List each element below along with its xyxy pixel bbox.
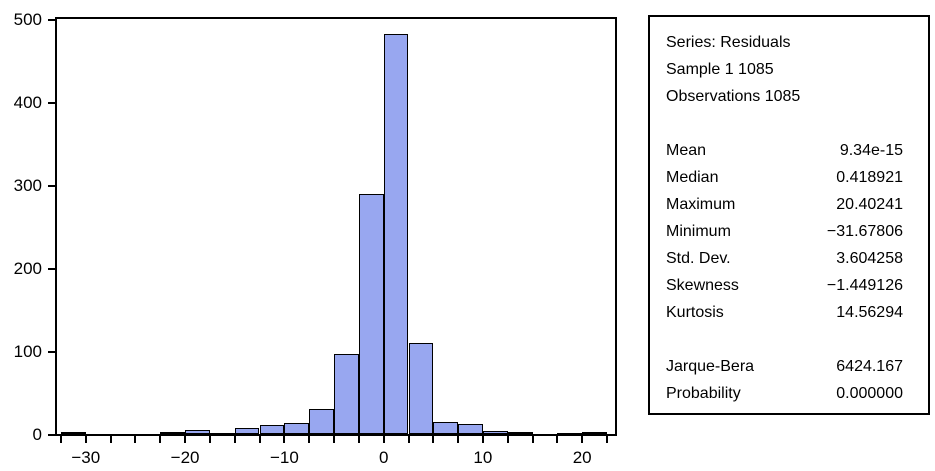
stats-row: Skewness −1.449126	[666, 272, 903, 299]
histogram-bar	[334, 353, 359, 434]
stats-row-value: 3.604258	[836, 250, 903, 267]
stats-row-value: 14.56294	[836, 304, 903, 321]
stats-row: Minimum −31.67806	[666, 218, 903, 245]
stats-row: Std. Dev. 3.604258	[666, 245, 903, 272]
y-axis-tick	[48, 19, 55, 21]
x-axis-tick	[432, 436, 435, 443]
histogram-bar	[433, 421, 459, 434]
stats-header-line: Sample 1 1085	[666, 61, 774, 78]
histogram-bar	[408, 342, 434, 434]
stats-row-label: Probability	[666, 385, 741, 402]
x-axis-tick	[333, 436, 335, 443]
x-axis-tick	[382, 436, 385, 443]
histogram-bar	[234, 428, 260, 434]
x-axis-tick	[84, 436, 87, 443]
stats-row-label: Maximum	[666, 196, 736, 213]
stats-row-label: Median	[666, 169, 719, 186]
x-axis-tick-label: −20	[170, 448, 200, 467]
x-axis-tick	[457, 436, 460, 443]
x-axis-tick	[184, 436, 187, 443]
stats-row-value: 6424.167	[836, 358, 903, 375]
y-axis-tick-label: 100	[13, 342, 42, 361]
stats-row-label: Skewness	[666, 277, 739, 294]
x-axis-tick-label: 0	[378, 448, 389, 467]
x-axis-tick-label: −30	[71, 448, 101, 467]
stats-row-label: Kurtosis	[666, 304, 724, 321]
y-axis-tick	[48, 268, 55, 270]
x-axis-tick	[308, 436, 311, 443]
x-axis-tick	[109, 436, 112, 443]
x-axis-tick-label: 10	[473, 448, 493, 467]
histogram-bar	[358, 194, 384, 434]
stats-row-label: Mean	[666, 142, 707, 159]
x-axis-tick	[606, 436, 609, 443]
stats-row: Maximum 20.40241	[666, 191, 903, 218]
histogram-bar	[383, 33, 409, 434]
y-axis-tick	[48, 102, 55, 104]
y-axis-tick	[48, 434, 55, 436]
x-axis-tick	[159, 436, 162, 443]
stats-rows-main: Mean 9.34e-15 Median 0.418921 Maximum 20.4024…	[666, 137, 903, 326]
y-axis-tick-label: 300	[13, 176, 42, 195]
x-axis-tick	[134, 436, 137, 443]
stats-row-value: 0.418921	[836, 169, 903, 186]
x-axis-tick-label: 20	[572, 448, 592, 467]
stats-row: Jarque-Bera 6424.167	[666, 353, 903, 380]
histogram-bar	[507, 432, 533, 435]
x-axis-tick	[481, 436, 484, 443]
x-axis-tick	[60, 436, 62, 443]
plot-frame	[55, 17, 617, 436]
x-axis-tick	[357, 436, 360, 443]
histogram-bar	[61, 432, 86, 435]
histogram-bar	[482, 430, 508, 434]
y-axis-tick-label: 0	[32, 425, 42, 444]
stats-header-line: Observations 1085	[666, 88, 801, 105]
stats-row: Median 0.418921	[666, 164, 903, 191]
stats-row-value: 9.34e-15	[839, 142, 903, 159]
x-axis-tick	[556, 436, 559, 443]
x-axis-tick	[407, 436, 410, 443]
histogram-bars	[57, 19, 615, 435]
histogram-bar	[160, 432, 186, 435]
stats-row-label: Jarque-Bera	[666, 358, 755, 375]
stats-header: Series: Residuals Sample 1 1085 Observatio…	[666, 29, 903, 110]
stats-row-value: −1.449126	[826, 277, 903, 294]
stats-gap	[666, 326, 903, 353]
y-axis-tick-label: 500	[13, 10, 42, 29]
y-axis-tick	[48, 351, 55, 353]
stats-row-value: −31.67806	[826, 223, 903, 240]
stats-row: Probability 0.000000	[666, 380, 903, 407]
x-axis-tick	[233, 436, 236, 443]
x-axis-tick	[531, 436, 534, 443]
x-axis-tick	[258, 436, 261, 443]
x-axis-tick	[506, 436, 509, 443]
stats-gap	[666, 110, 903, 137]
histogram-bar	[209, 433, 235, 435]
histogram-bar	[309, 409, 334, 434]
stats-row-value: 20.40241	[836, 196, 903, 213]
histogram-bar	[259, 424, 285, 434]
histogram-bar	[557, 433, 583, 435]
x-axis-tick-label: −10	[269, 448, 299, 467]
y-axis-tick-label: 200	[13, 259, 42, 278]
x-axis-tick	[581, 436, 584, 443]
stats-row: Kurtosis 14.56294	[666, 299, 903, 326]
histogram-bar	[458, 424, 483, 434]
histogram-bar	[284, 423, 310, 434]
stats-row-label: Minimum	[666, 223, 731, 240]
x-axis-tick	[283, 436, 286, 443]
stats-row-label: Std. Dev.	[666, 250, 731, 267]
histogram-bar	[185, 429, 210, 435]
stats-header-line: Series: Residuals	[666, 34, 791, 51]
stats-box: Series: Residuals Sample 1 1085 Observatio…	[648, 15, 930, 415]
stats-row-value: 0.000000	[836, 385, 903, 402]
stats-rows-test: Jarque-Bera 6424.167 Probability 0.000000	[666, 353, 903, 407]
x-axis-tick	[208, 436, 211, 443]
stats-row: Mean 9.34e-15	[666, 137, 903, 164]
y-axis-tick-label: 400	[13, 93, 42, 112]
histogram-bar	[582, 432, 607, 435]
y-axis-tick	[48, 185, 55, 187]
